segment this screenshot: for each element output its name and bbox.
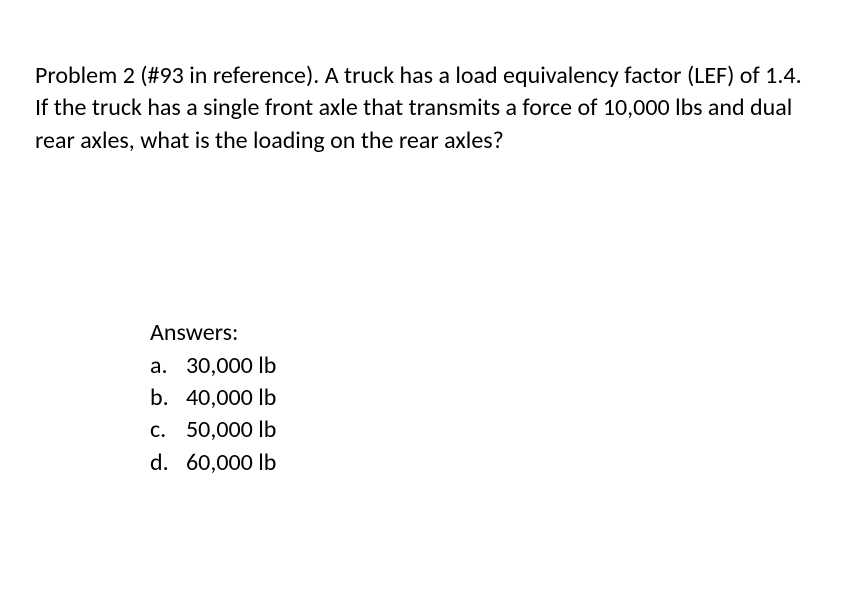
answer-value: 30,000 lb <box>186 350 276 382</box>
answer-letter: b. <box>150 382 186 414</box>
answer-option: c. 50,000 lb <box>150 414 816 446</box>
problem-statement: Problem 2 (#93 in reference). A truck ha… <box>35 60 816 157</box>
answer-option: a. 30,000 lb <box>150 350 816 382</box>
answer-letter: d. <box>150 447 186 479</box>
answer-value: 40,000 lb <box>186 382 276 414</box>
answer-option: d. 60,000 lb <box>150 447 816 479</box>
answer-value: 60,000 lb <box>186 447 276 479</box>
answer-letter: c. <box>150 414 186 446</box>
answer-value: 50,000 lb <box>186 414 276 446</box>
answer-letter: a. <box>150 350 186 382</box>
answers-list: a. 30,000 lb b. 40,000 lb c. 50,000 lb d… <box>150 350 816 480</box>
answer-option: b. 40,000 lb <box>150 382 816 414</box>
answers-heading: Answers: <box>150 317 816 349</box>
answers-section: Answers: a. 30,000 lb b. 40,000 lb c. 50… <box>150 317 816 479</box>
